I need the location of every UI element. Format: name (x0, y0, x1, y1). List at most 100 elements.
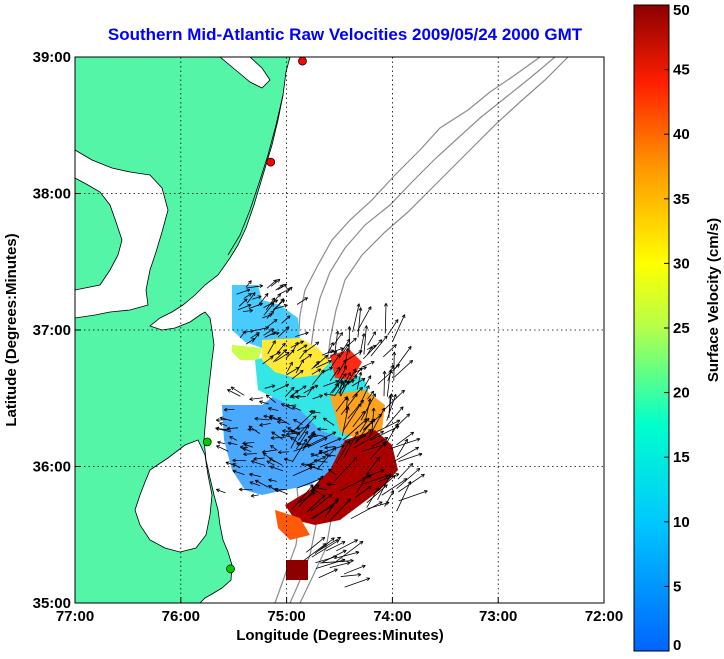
velocity-vector-head (280, 298, 285, 303)
velocity-vector-head (367, 428, 372, 433)
velocity-vector (329, 498, 351, 522)
velocity-vector (270, 445, 278, 451)
velocity-vector (216, 445, 229, 452)
velocity-vector-head (276, 351, 281, 356)
velocity-vector-head (254, 416, 259, 421)
velocity-vector-head (367, 306, 372, 311)
velocity-vector (262, 452, 275, 463)
velocity-vector-head (216, 418, 220, 422)
velocity-vector (344, 375, 358, 387)
colorbar-tick-label: 45 (673, 62, 690, 79)
velocity-vector-head (357, 572, 362, 577)
velocity-vector (356, 471, 370, 493)
velocity-vector-head (355, 550, 360, 555)
velocity-vector-head (423, 489, 428, 494)
velocity-vector-head (243, 452, 247, 457)
velocity-vector (272, 383, 290, 392)
velocity-vector (315, 559, 346, 569)
velocity-vector (354, 420, 374, 444)
velocity-vector (265, 394, 276, 403)
velocity-vector (336, 541, 364, 562)
velocity-vector (257, 293, 269, 307)
velocity-vector (369, 441, 387, 460)
velocity-vector (335, 396, 348, 412)
velocity-vector (393, 346, 412, 371)
velocity-vector-head (317, 477, 322, 482)
velocity-vector (230, 386, 245, 396)
velocity-vector (367, 390, 375, 400)
lat-tick-label: 36:00 (33, 459, 71, 476)
velocity-vector-head (378, 339, 383, 344)
velocity-vector-head (396, 419, 401, 424)
velocity-vector-head (403, 478, 408, 482)
lat-tick-label: 37:00 (33, 322, 71, 339)
velocity-vector-head (416, 467, 421, 472)
velocity-vector-head (286, 432, 290, 436)
velocity-vector-head (383, 335, 388, 340)
velocity-vector-head (337, 437, 342, 442)
velocity-vector (296, 297, 308, 305)
velocity-vector-head (328, 468, 332, 473)
velocity-vector (243, 453, 257, 455)
velocity-vector-head (270, 328, 275, 333)
velocity-vector (239, 330, 246, 339)
velocity-vector (215, 427, 231, 431)
velocity-vector-head (322, 543, 327, 547)
velocity-vector-head (289, 361, 293, 366)
colorbar-tick-label: 50 (673, 2, 690, 19)
velocity-vector (325, 541, 346, 552)
velocity-vector (392, 413, 410, 431)
velocity-vector (398, 453, 423, 462)
velocity-vector (263, 415, 272, 418)
velocity-vector (338, 343, 350, 359)
velocity-vector-head (227, 441, 232, 446)
velocity-vector (334, 380, 348, 386)
colorbar (633, 4, 670, 652)
velocity-vector-head (370, 390, 375, 395)
pamlico-sound (134, 439, 213, 553)
velocity-vector (339, 379, 343, 396)
velocity-vector-head (249, 481, 254, 485)
velocity-vector-head (303, 438, 308, 443)
velocity-vectors (215, 278, 428, 588)
velocity-vector (368, 456, 381, 472)
velocity-vector (323, 417, 335, 426)
colorbar-tick-label: 10 (673, 514, 690, 531)
velocity-vector-head (330, 342, 334, 346)
velocity-vector (245, 338, 256, 345)
velocity-vector (266, 460, 275, 466)
velocity-vector (313, 354, 328, 368)
velocity-patch-south-box (286, 560, 308, 580)
station-markers (202, 57, 307, 574)
velocity-vector-head (315, 341, 320, 346)
velocity-vector-head (276, 278, 281, 283)
velocity-vector (377, 473, 392, 501)
velocity-vector-head (300, 340, 304, 345)
velocity-vector-head (342, 549, 347, 554)
velocity-vector-head (409, 359, 414, 364)
velocity-vector (232, 470, 245, 475)
velocity-vector (386, 394, 397, 421)
velocity-vector-head (361, 564, 366, 569)
velocity-vector-head (367, 398, 372, 403)
velocity-vector (296, 415, 317, 436)
velocity-vector-head (358, 307, 363, 311)
velocity-vector-head (290, 386, 295, 391)
velocity-vector-head (375, 487, 380, 491)
velocity-vector (339, 372, 351, 395)
velocity-vector-head (275, 331, 280, 336)
y-axis-label: Latitude (Degrees:Minutes) (3, 233, 20, 426)
velocity-vector (274, 304, 288, 310)
velocity-vector-head (401, 314, 406, 319)
lon-tick-label: 76:00 (162, 608, 200, 625)
velocity-vector-head (390, 490, 395, 495)
velocity-vector-head (271, 297, 276, 302)
velocity-vector (398, 490, 428, 502)
velocity-vector (366, 346, 373, 355)
velocity-vector (363, 339, 383, 360)
velocity-vector (330, 373, 347, 394)
velocity-vector-head (216, 488, 220, 493)
velocity-vector (329, 562, 351, 569)
velocity-vector-head (329, 505, 334, 509)
velocity-vector-head (277, 293, 282, 298)
